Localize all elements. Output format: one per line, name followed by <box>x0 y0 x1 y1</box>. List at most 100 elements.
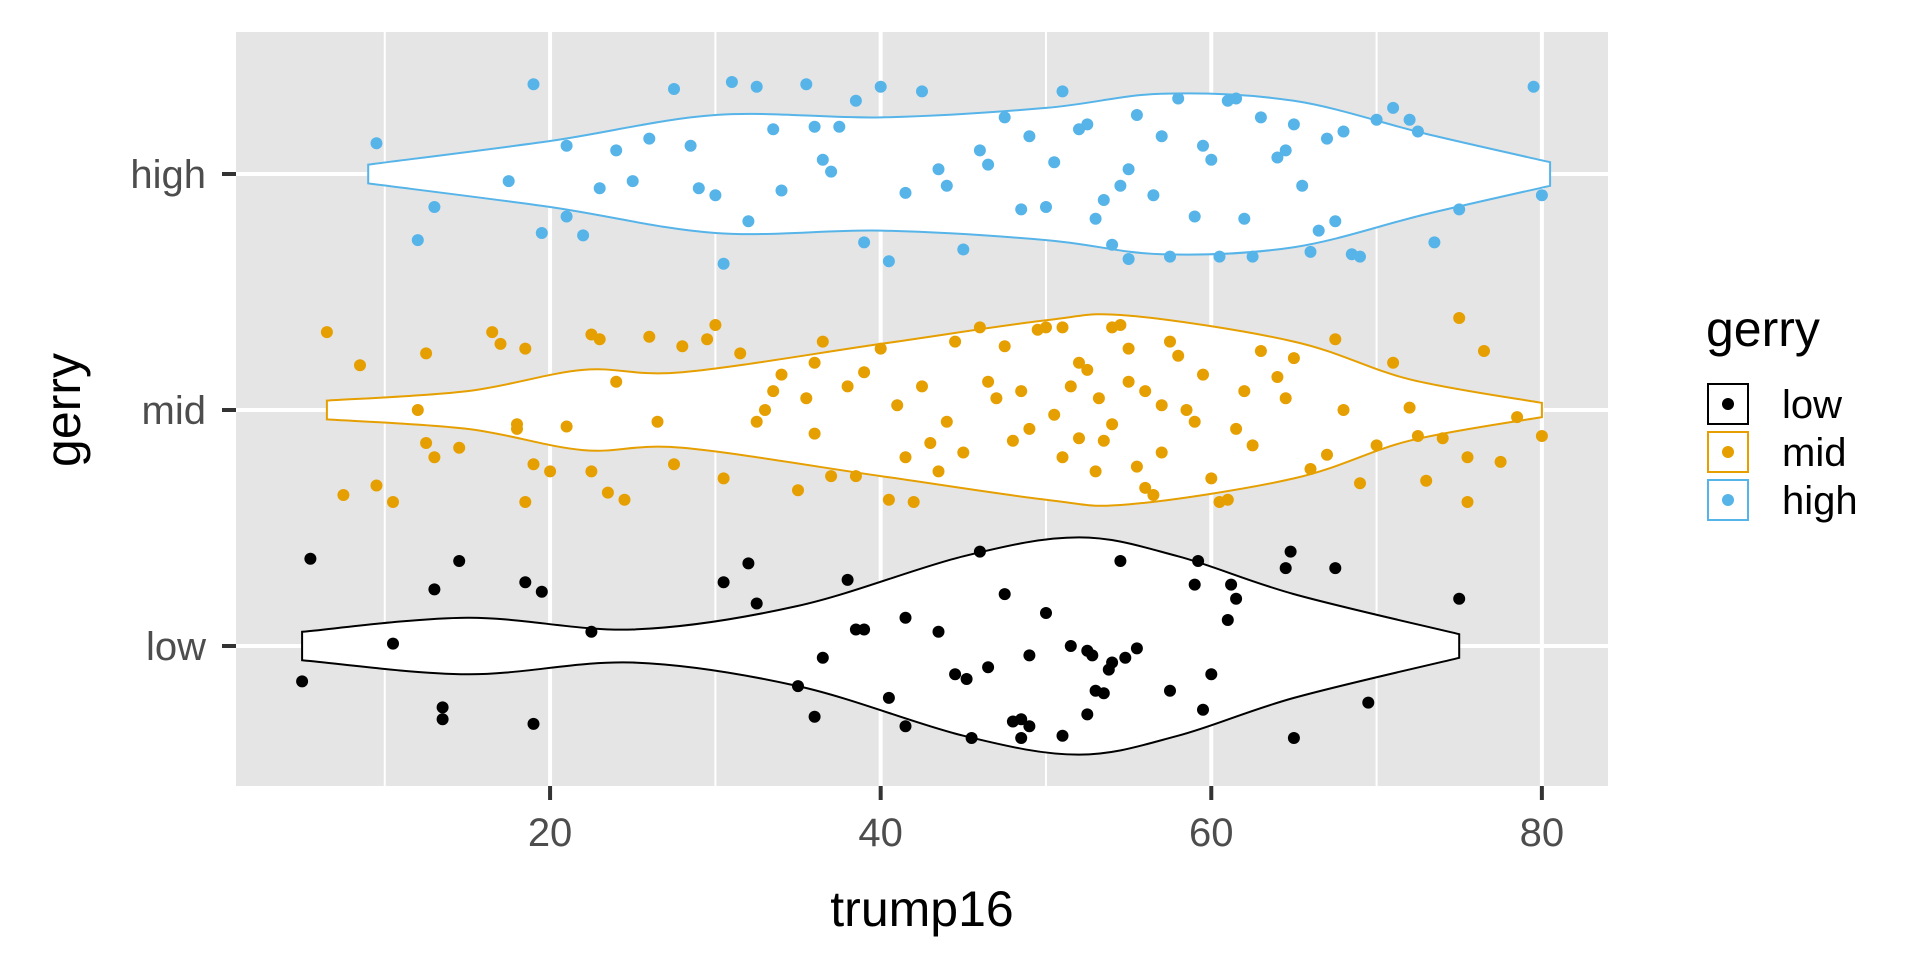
x-axis-title: trump16 <box>830 881 1013 937</box>
point-mid <box>767 385 780 398</box>
point-low <box>1188 578 1201 591</box>
point-high <box>750 80 763 93</box>
point-high <box>1312 224 1325 237</box>
point-high <box>428 201 441 213</box>
point-mid <box>1081 363 1094 376</box>
point-mid <box>1180 404 1193 416</box>
point-high <box>982 158 995 171</box>
point-low <box>750 597 763 610</box>
point-high <box>808 120 821 133</box>
legend-dot-mid <box>1722 446 1734 458</box>
point-mid <box>1147 489 1160 501</box>
point-high <box>1040 201 1052 213</box>
legend-label-mid: mid <box>1782 431 1846 475</box>
point-high <box>626 175 639 188</box>
point-high <box>1197 139 1209 152</box>
point-high <box>998 111 1011 124</box>
point-high <box>882 255 895 268</box>
point-mid <box>486 326 499 339</box>
point-mid <box>1453 312 1466 324</box>
point-low <box>1106 656 1119 669</box>
violin-shapes <box>301 92 1552 756</box>
point-high <box>370 137 383 150</box>
point-high <box>858 236 871 249</box>
point-mid <box>1073 356 1085 369</box>
point-low <box>982 661 995 674</box>
point-low <box>296 675 309 688</box>
point-high <box>1337 125 1350 138</box>
point-mid <box>494 337 507 350</box>
point-mid <box>825 470 838 483</box>
jitter-points <box>296 76 1548 744</box>
point-mid <box>1287 352 1300 365</box>
point-low <box>436 713 449 726</box>
point-high <box>643 132 656 145</box>
point-low <box>1040 607 1052 619</box>
point-mid <box>560 420 573 433</box>
point-high <box>1164 250 1176 263</box>
point-mid <box>1205 472 1218 485</box>
point-low <box>1119 651 1132 664</box>
point-low <box>535 585 548 598</box>
x-tick-label: 60 <box>1189 811 1234 855</box>
point-low <box>1097 687 1110 700</box>
point-low <box>1023 649 1036 662</box>
point-mid <box>1230 422 1243 435</box>
point-low <box>965 732 978 744</box>
point-low <box>808 710 821 723</box>
point-mid <box>808 356 821 369</box>
point-low <box>998 588 1011 601</box>
point-mid <box>643 330 656 343</box>
point-high <box>1271 151 1284 164</box>
point-low <box>960 673 973 685</box>
point-mid <box>1114 319 1127 331</box>
point-mid <box>453 441 466 454</box>
point-mid <box>519 496 532 508</box>
point-mid <box>816 335 829 348</box>
point-low <box>519 576 532 589</box>
point-high <box>1535 189 1548 202</box>
point-mid <box>1023 422 1036 435</box>
point-high <box>1188 210 1201 223</box>
point-mid <box>1040 321 1052 334</box>
point-mid <box>709 319 722 331</box>
point-low <box>849 623 862 636</box>
point-low <box>1287 732 1300 744</box>
point-high <box>800 78 813 91</box>
point-mid <box>1164 335 1176 348</box>
y-axis: low mid high <box>130 153 236 669</box>
legend-key-low <box>1707 383 1749 425</box>
point-mid <box>1337 404 1350 416</box>
point-mid <box>601 486 614 499</box>
point-high <box>1205 153 1218 166</box>
point-mid <box>882 493 895 506</box>
point-mid <box>1254 345 1267 357</box>
point-mid <box>1015 385 1028 398</box>
point-mid <box>858 366 871 379</box>
point-high <box>527 78 540 91</box>
point-mid <box>1370 439 1383 452</box>
point-high <box>1403 113 1416 126</box>
point-high <box>668 83 680 95</box>
point-mid <box>370 479 383 492</box>
point-mid <box>618 493 631 506</box>
point-high <box>1097 194 1110 206</box>
point-low <box>792 680 804 693</box>
point-low <box>304 552 317 565</box>
point-high <box>940 179 953 192</box>
point-high <box>1122 163 1135 176</box>
point-high <box>825 165 838 178</box>
point-mid <box>1064 380 1077 393</box>
point-low <box>1056 729 1069 742</box>
point-mid <box>1221 493 1234 506</box>
point-high <box>1015 203 1028 216</box>
point-mid <box>1056 451 1069 464</box>
point-mid <box>387 496 399 508</box>
point-mid <box>1122 375 1135 388</box>
point-high <box>1453 203 1466 216</box>
x-tick-label: 20 <box>528 811 573 855</box>
point-high <box>932 163 945 176</box>
point-mid <box>717 472 730 485</box>
point-mid <box>668 458 680 471</box>
